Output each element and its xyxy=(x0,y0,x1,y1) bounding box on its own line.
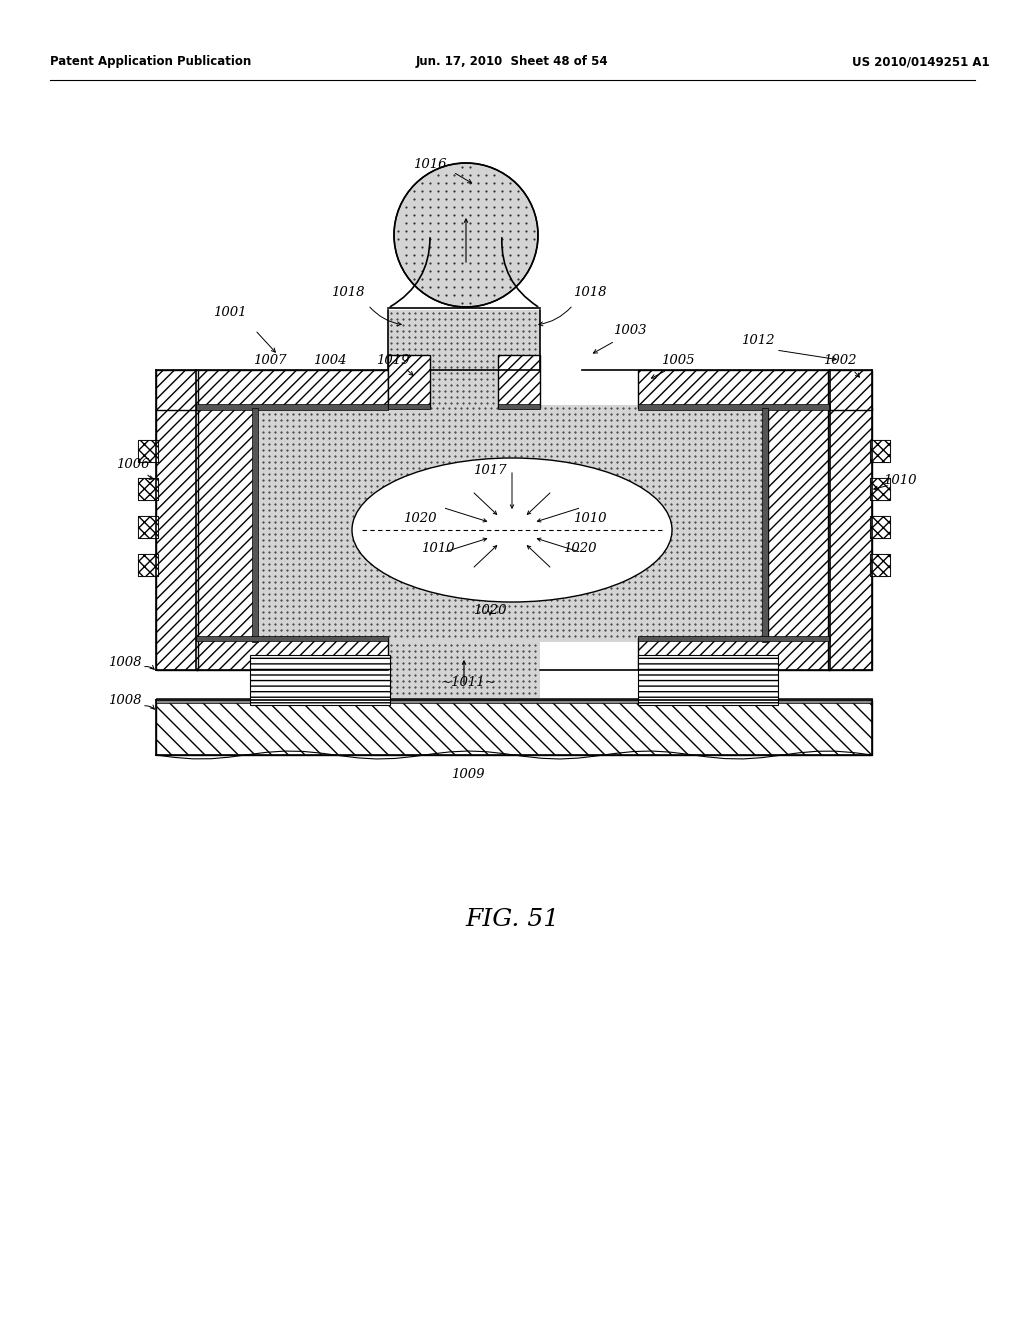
Text: 1002: 1002 xyxy=(823,354,857,367)
Bar xyxy=(196,638,388,671)
Ellipse shape xyxy=(394,162,538,308)
Bar xyxy=(156,408,198,671)
Bar xyxy=(828,408,872,671)
Bar xyxy=(138,440,158,462)
Text: 1008: 1008 xyxy=(109,656,141,668)
Bar xyxy=(254,405,770,642)
Bar xyxy=(196,408,254,642)
Bar xyxy=(156,370,198,411)
Bar xyxy=(498,404,540,409)
Bar xyxy=(138,478,158,500)
Text: 1009: 1009 xyxy=(452,768,484,781)
Text: 1005: 1005 xyxy=(662,354,694,367)
Bar xyxy=(156,700,872,755)
Text: 1017: 1017 xyxy=(473,463,507,477)
Text: 1020: 1020 xyxy=(403,511,437,524)
Text: ~1011~: ~1011~ xyxy=(440,676,496,689)
Bar xyxy=(156,698,872,704)
Bar xyxy=(870,516,890,539)
Text: Patent Application Publication: Patent Application Publication xyxy=(50,55,251,69)
Bar xyxy=(498,355,540,408)
Bar xyxy=(388,404,430,409)
Bar xyxy=(388,310,540,405)
Text: 1019: 1019 xyxy=(376,354,410,367)
Bar xyxy=(252,408,258,642)
Bar xyxy=(870,478,890,500)
Ellipse shape xyxy=(352,458,672,602)
Bar xyxy=(638,655,778,705)
Text: 1018: 1018 xyxy=(331,285,365,298)
Bar xyxy=(138,554,158,576)
Bar xyxy=(388,642,540,700)
Bar xyxy=(138,478,158,500)
Bar xyxy=(762,408,768,642)
Text: 1012: 1012 xyxy=(741,334,775,346)
Bar xyxy=(828,370,872,411)
Text: 1008: 1008 xyxy=(109,693,141,706)
Text: 1004: 1004 xyxy=(313,354,347,367)
Text: 1003: 1003 xyxy=(613,323,647,337)
Bar xyxy=(638,370,830,408)
Text: 1010: 1010 xyxy=(421,541,455,554)
Text: 1006: 1006 xyxy=(117,458,150,471)
Bar xyxy=(870,554,890,576)
Text: 1020: 1020 xyxy=(563,541,597,554)
Bar xyxy=(196,404,388,411)
Bar xyxy=(870,554,890,576)
Bar xyxy=(138,440,158,462)
Text: 1007: 1007 xyxy=(253,354,287,367)
Text: 1020: 1020 xyxy=(473,603,507,616)
Bar xyxy=(196,636,388,642)
Bar xyxy=(638,638,830,671)
Text: 1016: 1016 xyxy=(414,158,446,172)
Text: 1018: 1018 xyxy=(573,285,607,298)
Text: 1010: 1010 xyxy=(884,474,916,487)
Bar xyxy=(138,554,158,576)
Bar xyxy=(768,408,830,642)
Text: US 2010/0149251 A1: US 2010/0149251 A1 xyxy=(852,55,990,69)
Bar xyxy=(250,655,390,705)
Text: 1001: 1001 xyxy=(213,305,247,318)
Bar xyxy=(638,404,830,411)
Bar xyxy=(870,440,890,462)
Bar xyxy=(638,636,830,642)
Bar xyxy=(138,516,158,539)
Bar xyxy=(388,355,430,408)
Bar xyxy=(870,516,890,539)
Bar xyxy=(870,440,890,462)
Bar xyxy=(870,478,890,500)
Bar xyxy=(196,370,388,408)
Bar xyxy=(138,516,158,539)
Text: Jun. 17, 2010  Sheet 48 of 54: Jun. 17, 2010 Sheet 48 of 54 xyxy=(416,55,608,69)
Text: FIG. 51: FIG. 51 xyxy=(465,908,559,932)
Text: 1010: 1010 xyxy=(573,511,607,524)
